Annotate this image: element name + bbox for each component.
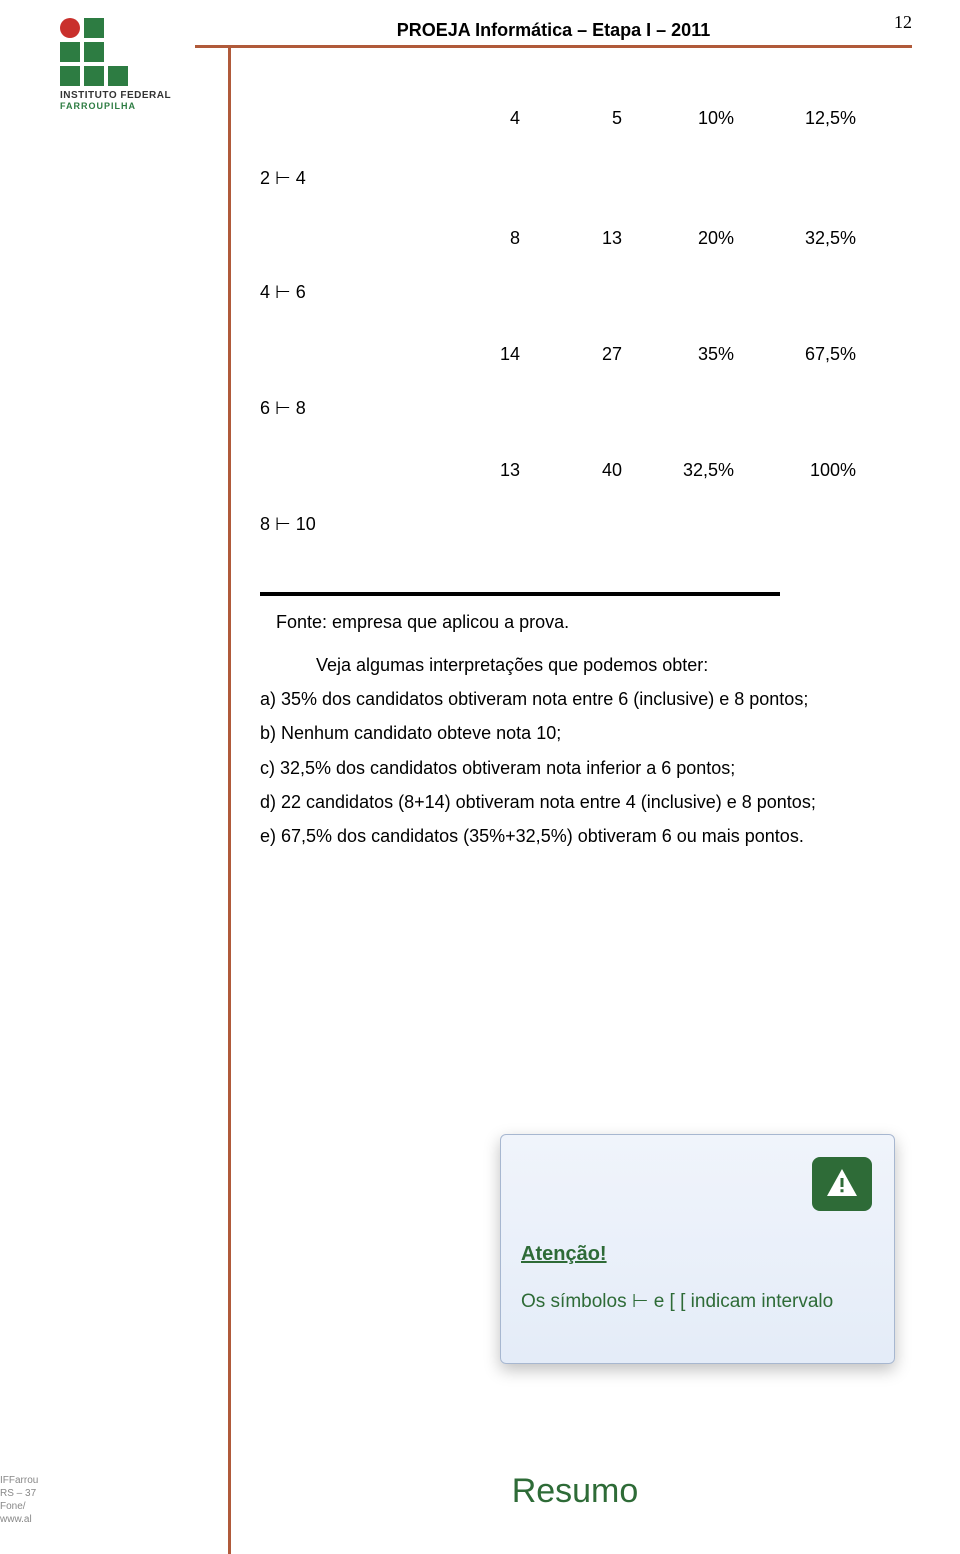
table-row: 14 27 35% 67,5% <box>470 344 856 365</box>
logo: INSTITUTO FEDERAL FARROUPILHA <box>60 18 190 113</box>
footer-fragment: IFFarrou RS – 37 Fone/ www.al <box>0 1474 38 1526</box>
item-d: d) 22 candidatos (8+14) obtiveram nota e… <box>260 785 890 819</box>
resumo-heading: Resumo <box>260 1472 890 1511</box>
cell: 67,5% <box>786 344 856 365</box>
header-bar: PROEJA Informática – Etapa I – 2011 <box>195 20 912 48</box>
logo-blank <box>108 18 128 38</box>
cell: 10% <box>674 108 734 129</box>
table-row: 8 13 20% 32,5% <box>470 228 856 249</box>
row-label: 8 ⊢ 10 <box>260 514 316 535</box>
logo-text: INSTITUTO FEDERAL FARROUPILHA <box>60 90 190 111</box>
cell: 32,5% <box>786 228 856 249</box>
header-title: PROEJA Informática – Etapa I – 2011 <box>195 20 912 41</box>
cell: 32,5% <box>674 460 734 481</box>
logo-grid <box>60 18 190 86</box>
row-label: 4 ⊢ 6 <box>260 282 306 303</box>
footer-l2: RS – 37 <box>0 1487 38 1500</box>
exclamation-triangle-icon <box>822 1166 862 1202</box>
cell: 40 <box>572 460 622 481</box>
fonte-caption: Fonte: empresa que aplicou a prova. <box>276 612 569 633</box>
table-row: 13 40 32,5% 100% <box>470 460 856 481</box>
cell: 35% <box>674 344 734 365</box>
cell: 100% <box>786 460 856 481</box>
alert-icon <box>812 1157 872 1211</box>
logo-square <box>84 18 104 38</box>
callout-line: Os símbolos ⊢ e [ [ indicam intervalo <box>521 1290 874 1313</box>
cell: 8 <box>470 228 520 249</box>
logo-square <box>108 66 128 86</box>
footer-l3: Fone/ <box>0 1500 38 1513</box>
cell: 14 <box>470 344 520 365</box>
item-a: a) 35% dos candidatos obtiveram nota ent… <box>260 682 890 716</box>
body-text: Veja algumas interpretações que podemos … <box>260 648 890 853</box>
intro-line: Veja algumas interpretações que podemos … <box>260 648 890 682</box>
logo-institute: INSTITUTO FEDERAL <box>60 90 190 101</box>
cell: 27 <box>572 344 622 365</box>
item-e: e) 67,5% dos candidatos (35%+32,5%) obti… <box>260 819 890 853</box>
cell: 5 <box>572 108 622 129</box>
logo-square <box>84 42 104 62</box>
logo-blank <box>108 42 128 62</box>
logo-dot <box>60 18 80 38</box>
item-b: b) Nenhum candidato obteve nota 10; <box>260 716 890 750</box>
table-rule <box>260 592 780 596</box>
row-label: 2 ⊢ 4 <box>260 168 306 189</box>
logo-square <box>60 66 80 86</box>
row-label: 6 ⊢ 8 <box>260 398 306 419</box>
cell: 4 <box>470 108 520 129</box>
cell: 12,5% <box>786 108 856 129</box>
cell: 13 <box>470 460 520 481</box>
footer-l4: www.al <box>0 1513 38 1526</box>
table-header-row: 4 5 10% 12,5% <box>470 108 856 129</box>
left-vertical-rule <box>228 48 231 1554</box>
footer-l1: IFFarrou <box>0 1474 38 1487</box>
item-c: c) 32,5% dos candidatos obtiveram nota i… <box>260 751 890 785</box>
logo-square <box>60 42 80 62</box>
logo-campus: FARROUPILHA <box>60 101 190 111</box>
callout-title: Atenção! <box>521 1243 874 1266</box>
cell: 20% <box>674 228 734 249</box>
logo-square <box>84 66 104 86</box>
attention-callout: Atenção! Os símbolos ⊢ e [ [ indicam int… <box>500 1134 895 1364</box>
cell: 13 <box>572 228 622 249</box>
